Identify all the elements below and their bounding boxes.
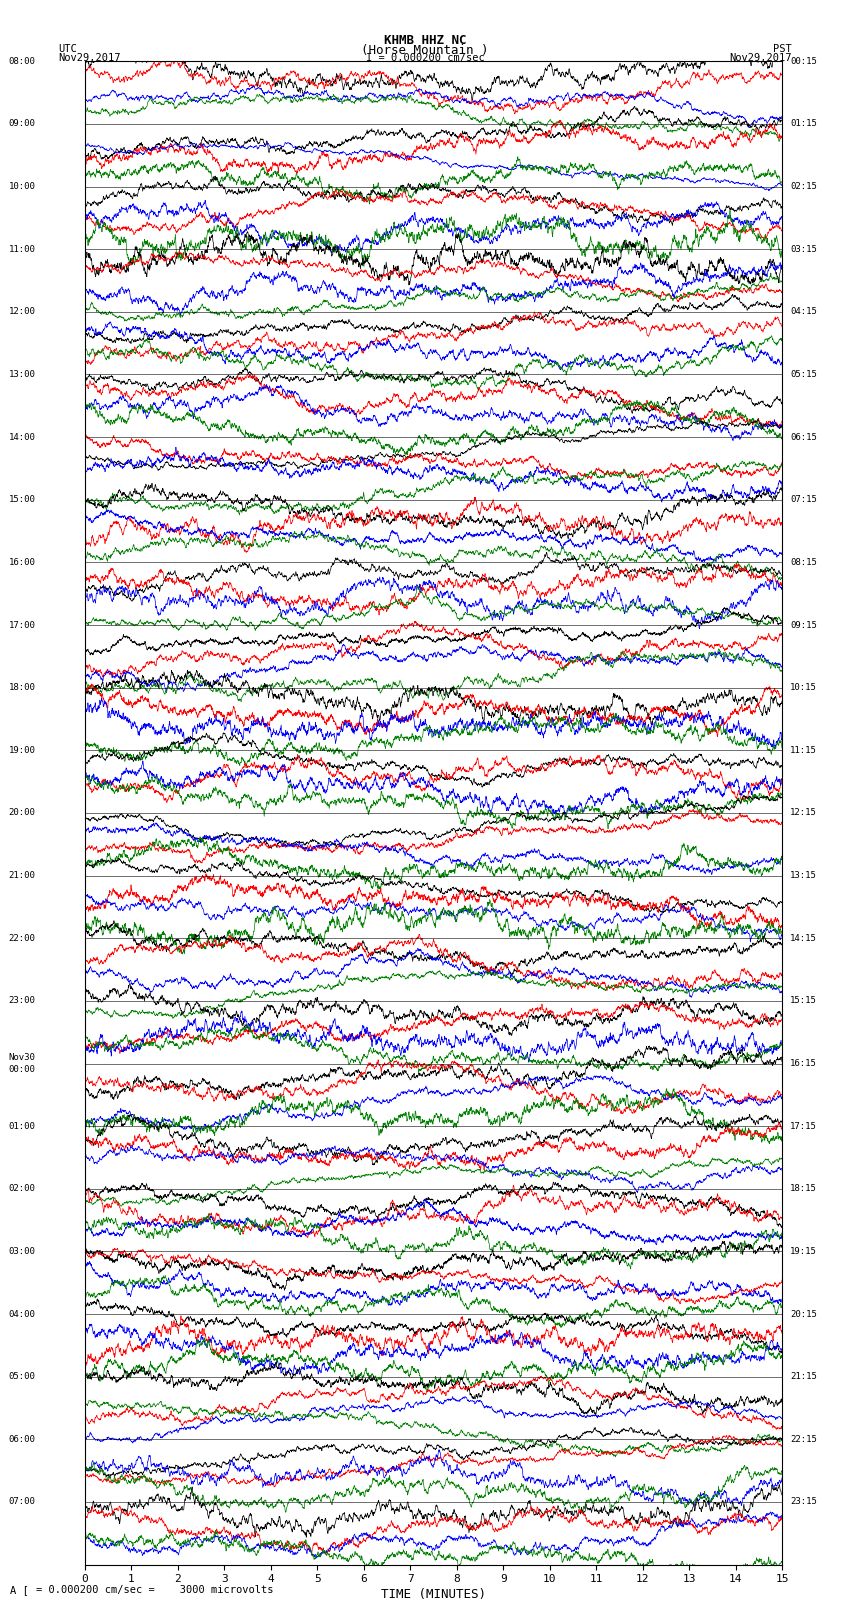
Text: 01:00: 01:00 xyxy=(8,1121,36,1131)
Text: Nov29,2017: Nov29,2017 xyxy=(729,53,792,63)
Text: 11:15: 11:15 xyxy=(790,745,817,755)
Text: 19:00: 19:00 xyxy=(8,745,36,755)
Text: 14:15: 14:15 xyxy=(790,934,817,942)
Text: 15:15: 15:15 xyxy=(790,997,817,1005)
Text: 02:00: 02:00 xyxy=(8,1184,36,1194)
Text: 06:15: 06:15 xyxy=(790,432,817,442)
Text: 04:00: 04:00 xyxy=(8,1310,36,1318)
Text: 07:00: 07:00 xyxy=(8,1497,36,1507)
Text: 13:00: 13:00 xyxy=(8,369,36,379)
Text: 15:00: 15:00 xyxy=(8,495,36,505)
Text: 22:00: 22:00 xyxy=(8,934,36,942)
Text: 19:15: 19:15 xyxy=(790,1247,817,1257)
Text: A [: A [ xyxy=(10,1586,29,1595)
Text: PST: PST xyxy=(774,44,792,53)
Text: 00:00: 00:00 xyxy=(8,1065,36,1074)
Text: 09:15: 09:15 xyxy=(790,621,817,629)
Text: 18:15: 18:15 xyxy=(790,1184,817,1194)
Text: 04:15: 04:15 xyxy=(790,308,817,316)
Text: 12:15: 12:15 xyxy=(790,808,817,818)
Text: Nov29,2017: Nov29,2017 xyxy=(58,53,121,63)
Text: 03:15: 03:15 xyxy=(790,245,817,253)
Text: 05:15: 05:15 xyxy=(790,369,817,379)
Text: KHMB HHZ NC: KHMB HHZ NC xyxy=(383,34,467,47)
Text: 16:15: 16:15 xyxy=(790,1060,817,1068)
Text: 10:15: 10:15 xyxy=(790,684,817,692)
Text: 23:15: 23:15 xyxy=(790,1497,817,1507)
Text: 21:15: 21:15 xyxy=(790,1373,817,1381)
X-axis label: TIME (MINUTES): TIME (MINUTES) xyxy=(381,1589,486,1602)
Text: 13:15: 13:15 xyxy=(790,871,817,881)
Text: 20:15: 20:15 xyxy=(790,1310,817,1318)
Text: 20:00: 20:00 xyxy=(8,808,36,818)
Text: 03:00: 03:00 xyxy=(8,1247,36,1257)
Text: 14:00: 14:00 xyxy=(8,432,36,442)
Text: 17:15: 17:15 xyxy=(790,1121,817,1131)
Text: (Horse Mountain ): (Horse Mountain ) xyxy=(361,44,489,56)
Text: 09:00: 09:00 xyxy=(8,119,36,129)
Text: 07:15: 07:15 xyxy=(790,495,817,505)
Text: 06:00: 06:00 xyxy=(8,1436,36,1444)
Text: I = 0.000200 cm/sec: I = 0.000200 cm/sec xyxy=(366,53,484,63)
Text: Nov30: Nov30 xyxy=(8,1053,36,1063)
Text: 08:00: 08:00 xyxy=(8,56,36,66)
Text: 01:15: 01:15 xyxy=(790,119,817,129)
Text: 12:00: 12:00 xyxy=(8,308,36,316)
Text: = 0.000200 cm/sec =    3000 microvolts: = 0.000200 cm/sec = 3000 microvolts xyxy=(36,1586,273,1595)
Text: 00:15: 00:15 xyxy=(790,56,817,66)
Text: 11:00: 11:00 xyxy=(8,245,36,253)
Text: UTC: UTC xyxy=(58,44,76,53)
Text: 22:15: 22:15 xyxy=(790,1436,817,1444)
Text: 21:00: 21:00 xyxy=(8,871,36,881)
Text: 08:15: 08:15 xyxy=(790,558,817,566)
Text: 10:00: 10:00 xyxy=(8,182,36,190)
Text: 16:00: 16:00 xyxy=(8,558,36,566)
Text: 02:15: 02:15 xyxy=(790,182,817,190)
Text: 05:00: 05:00 xyxy=(8,1373,36,1381)
Text: 17:00: 17:00 xyxy=(8,621,36,629)
Text: 18:00: 18:00 xyxy=(8,684,36,692)
Text: 23:00: 23:00 xyxy=(8,997,36,1005)
